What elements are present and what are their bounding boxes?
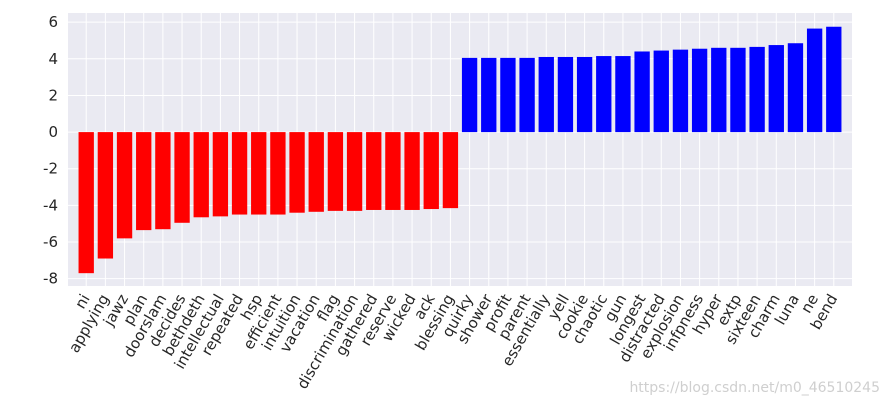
bar bbox=[251, 132, 267, 215]
bar bbox=[500, 57, 516, 133]
bar bbox=[289, 132, 305, 213]
bar bbox=[174, 132, 190, 223]
bar bbox=[136, 132, 152, 231]
bar bbox=[231, 132, 248, 215]
bars bbox=[78, 26, 842, 274]
y-tick-label: 6 bbox=[48, 13, 58, 31]
bar bbox=[78, 132, 94, 274]
y-tick-label: -6 bbox=[43, 233, 58, 251]
y-tick-label: 4 bbox=[48, 50, 58, 68]
bar bbox=[519, 57, 535, 133]
bar bbox=[481, 57, 497, 133]
bar bbox=[385, 132, 401, 210]
bar bbox=[749, 46, 765, 133]
bar bbox=[787, 43, 804, 133]
y-tick-label: -8 bbox=[43, 270, 58, 288]
y-tick-label: -4 bbox=[43, 196, 58, 214]
watermark: https://blog.csdn.net/m0_46510245 bbox=[629, 380, 880, 396]
bar bbox=[711, 47, 727, 133]
bar bbox=[212, 132, 229, 217]
bar bbox=[270, 132, 286, 215]
bar bbox=[346, 132, 363, 211]
bar bbox=[423, 132, 439, 210]
bar bbox=[615, 56, 631, 133]
bar bbox=[193, 132, 209, 218]
bar bbox=[308, 132, 324, 212]
bar bbox=[442, 132, 459, 209]
bar bbox=[634, 51, 650, 133]
bar bbox=[826, 26, 842, 133]
bar bbox=[538, 56, 554, 133]
bar bbox=[691, 48, 708, 133]
y-tick-label: 0 bbox=[48, 123, 58, 141]
bar bbox=[806, 28, 823, 133]
bar bbox=[768, 45, 784, 133]
bar bbox=[97, 132, 114, 259]
bar bbox=[404, 132, 420, 210]
y-tick-label: 2 bbox=[48, 86, 58, 104]
bar bbox=[155, 132, 171, 230]
bar bbox=[576, 56, 593, 133]
bar bbox=[461, 57, 478, 133]
bar bbox=[596, 56, 612, 133]
bar bbox=[730, 47, 746, 133]
y-tick-label: -2 bbox=[43, 160, 58, 178]
bar bbox=[116, 132, 133, 239]
bar bbox=[366, 132, 382, 210]
bar bbox=[653, 50, 669, 133]
bar bbox=[557, 56, 574, 133]
bar bbox=[327, 132, 344, 211]
bar bbox=[672, 49, 689, 133]
